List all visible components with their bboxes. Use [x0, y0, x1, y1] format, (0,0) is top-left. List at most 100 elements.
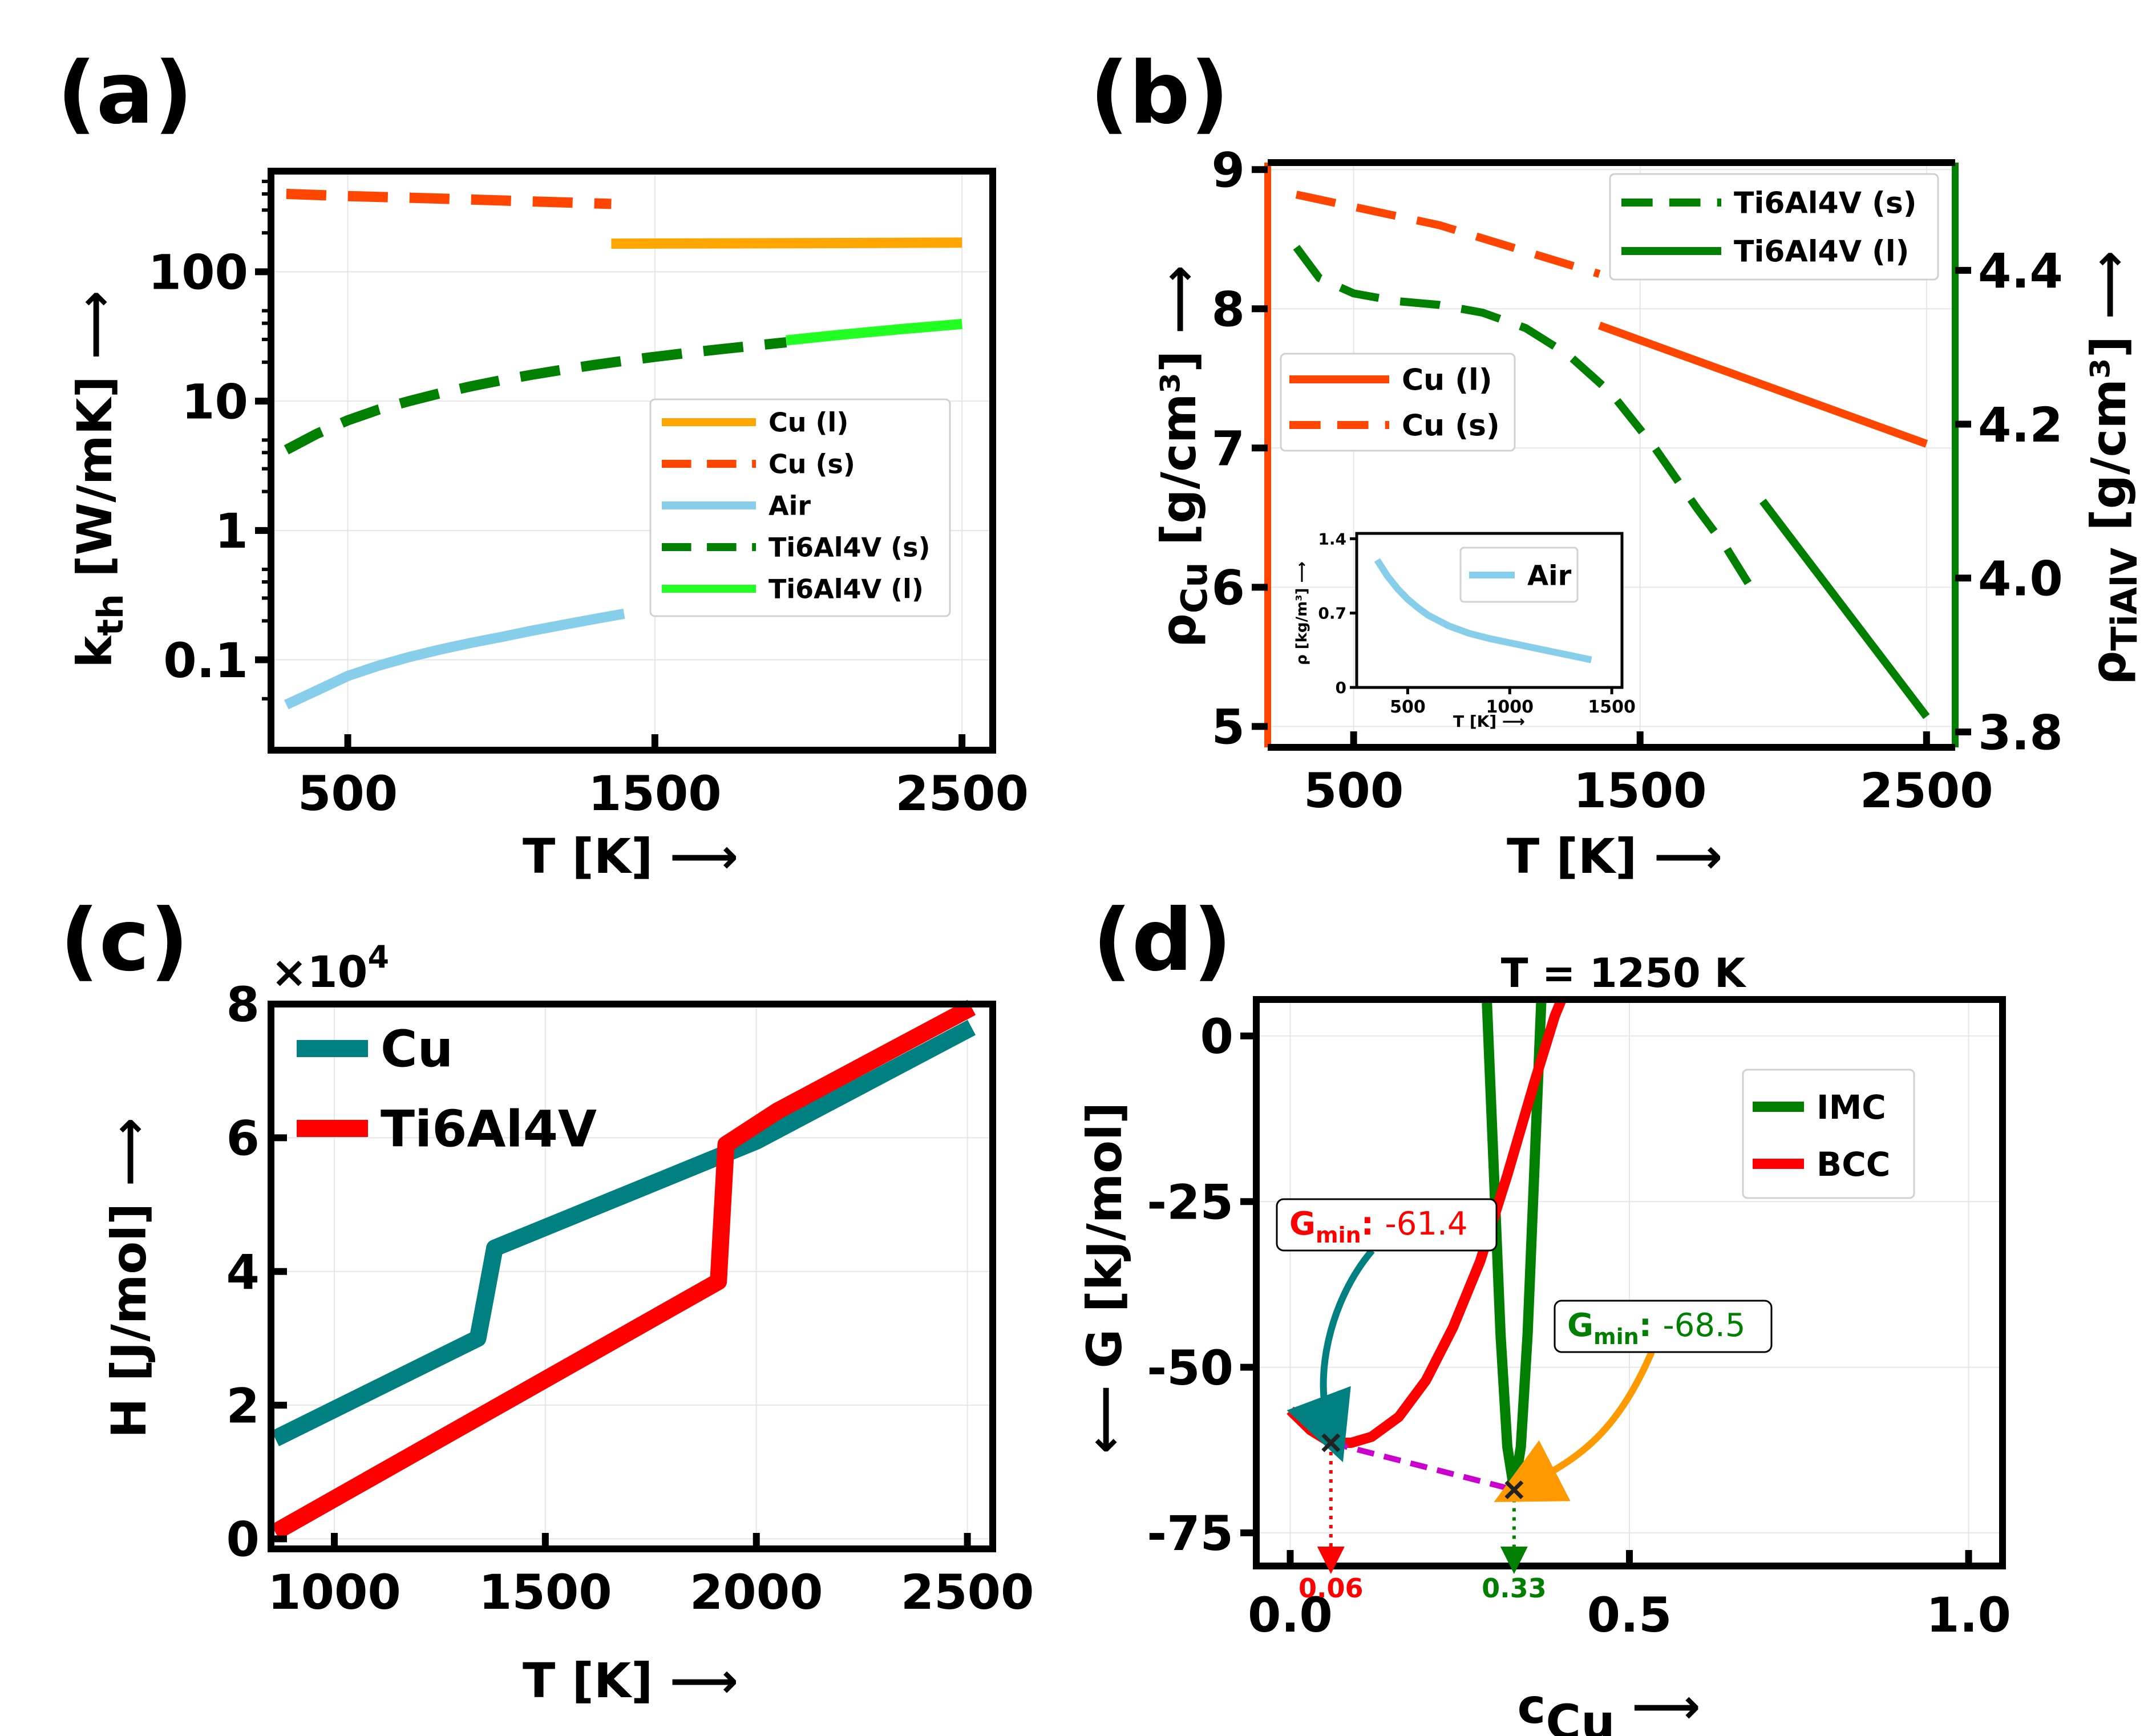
panel-d-annotation-1: Gmin: -68.5 [1567, 1307, 1745, 1349]
panel-a-legend-3-label: Ti6Al4V (s) [768, 532, 931, 563]
panel-b-legend-right-1-label: Ti6Al4V (l) [1734, 235, 1909, 269]
panel-a-series-4 [786, 318, 962, 346]
panel-b-inset-xtick-label: 1500 [1588, 697, 1636, 717]
panel-b-left-series-0 [1598, 321, 1928, 448]
panel-d-ytick-label: -50 [1147, 1340, 1233, 1396]
panel-b-legend-left-0-label: Cu (l) [1402, 363, 1492, 398]
panel-d-annotation-0: Gmin: -61.4 [1289, 1205, 1467, 1248]
panel-b-density: 500 1500 2500 5 6 7 8 9 3.8 4.0 4.2 4.4 T [K] ⟶ ρCu… [1151, 142, 2145, 884]
panel-b-legend-right: Ti6Al4V (s) Ti6Al4V (l) [1609, 173, 1939, 281]
panel-a-xlabel: T [K] ⟶ [523, 828, 738, 884]
panel-b-right-ytick-label: 4.2 [1978, 397, 2063, 453]
panel-d-minimum-marker-0 [1321, 1433, 1341, 1452]
panel-b-inset-xtick-label: 500 [1390, 697, 1426, 717]
panel-b-right-ytick-label: 4.0 [1978, 551, 2063, 607]
panel-c-frame [268, 1001, 996, 1552]
panel-b-xtick-label: 1500 [1573, 763, 1707, 819]
panel-b-inset-legend: Air [1459, 547, 1579, 603]
panel-c-ytick-label: 6 [226, 1111, 260, 1167]
panel-d-ytick-label: -25 [1147, 1174, 1233, 1230]
panel-c-ytick-label: 2 [226, 1378, 260, 1434]
panel-c-ytick-label: 4 [226, 1244, 260, 1300]
panel-c-enthalpy: 1000 1500 2000 2500 0 2 4 6 8 ×104 T [K] ⟶ H [J/… [101, 939, 1034, 1709]
panel-b-inset-ytick-label: 0 [1336, 678, 1346, 697]
panel-a-frame [268, 168, 996, 754]
panel-d-xtick-label: 0.0 [1248, 1587, 1333, 1643]
panel-d-legend-1-label: BCC [1817, 1145, 1890, 1184]
panel-b-ylabel: ρCu [g/cm³] ⟶ [1151, 265, 1215, 648]
panel-d-annotation-box-1 [1554, 1300, 1773, 1353]
panel-b-right-series-0 [1293, 245, 1758, 596]
panel-b-right-ytick-label: 4.4 [1978, 243, 2063, 299]
panel-c-xlabel: T [K] ⟶ [523, 1653, 738, 1709]
panel-d-gibbs-energy: 0.0 0.5 1.0 0 -25 -50 -75 T = 1250 K cCu ⟶ ⟵ G… [1077, 950, 2011, 1736]
panel-a-series-0 [611, 237, 962, 249]
panel-c-xtick-label: 2000 [690, 1564, 823, 1620]
panel-a-xtick-label: 500 [298, 766, 398, 822]
panel-letter-b: (b) [1090, 44, 1229, 143]
panel-b-inset-air-density: 500 1000 1500 0 0.7 1.4 T [K] ⟶ ρ [kg/m³] ⟶ A… [1293, 529, 1636, 731]
panel-d-xtick-label: 1.0 [1926, 1587, 2011, 1643]
panel-a-thermal-conductivity: 500 1500 2500 0.1 1 10 100 T [K] ⟶ kth [W/mK] … [67, 168, 1029, 884]
panel-d-annotation-arrow-1 [1494, 1350, 1655, 1502]
panel-b-right-ytick-label: 3.8 [1978, 705, 2063, 760]
panel-b-inset-ytick-label: 0.7 [1318, 604, 1346, 623]
panel-b-inset-ylabel: ρ [kg/m³] ⟶ [1293, 561, 1310, 665]
panel-a-ytick-label: 0.1 [163, 633, 248, 689]
panel-b-left-series-1 [1295, 191, 1601, 278]
panel-a-legend-1-label: Cu (s) [768, 449, 855, 480]
panel-b-inset-xlabel: T [K] ⟶ [1453, 712, 1525, 731]
panel-b-xlabel: T [K] ⟶ [1507, 828, 1722, 884]
panel-b-xtick-label: 2500 [1860, 763, 1993, 819]
panel-b-xtick-label: 500 [1304, 763, 1403, 819]
panel-a-xtick-label: 1500 [588, 766, 722, 822]
panel-c-xtick-label: 2500 [901, 1564, 1034, 1620]
panel-d-legend-0-label: IMC [1817, 1088, 1886, 1127]
panel-d-ytick-label: 0 [1200, 1009, 1233, 1065]
panel-a-legend: Cu (l) Cu (s) Air Ti6Al4V (s) Ti6Al4V (l) [649, 398, 951, 617]
panel-c-series-0 [271, 1019, 976, 1447]
panel-b-legend-right-0-label: Ti6Al4V (s) [1734, 187, 1917, 221]
panel-d-legend: IMC BCC [1742, 1069, 1915, 1199]
panel-b-ytick-label: 6 [1212, 560, 1245, 616]
panel-a-series-3 [284, 337, 787, 455]
panel-b-legend-left-1-label: Cu (s) [1402, 409, 1500, 443]
panel-c-series-1 [271, 999, 976, 1540]
panel-letter-a: (a) [57, 44, 193, 143]
panel-c-xtick-label: 1000 [268, 1564, 401, 1620]
panel-d-common-tangent [1330, 1440, 1515, 1493]
panel-letter-d: (d) [1093, 891, 1232, 990]
panel-a-series-1 [286, 188, 612, 209]
panel-c-ytick-label: 8 [226, 977, 260, 1033]
panel-letter-c: (c) [60, 891, 189, 990]
panel-a-legend-0-label: Cu (l) [768, 407, 848, 438]
panel-a-legend-4-label: Ti6Al4V (l) [768, 574, 924, 605]
panel-b-ytick-label: 5 [1212, 699, 1245, 755]
panel-a-series-2 [284, 608, 625, 710]
panel-b-y2label: ρTiAlV [g/cm³] ⟶ [2081, 250, 2145, 685]
panel-d-ylabel: ⟵ G [kJ/mol] [1077, 1102, 1132, 1454]
panel-d-xtick-label: 0.5 [1587, 1587, 1672, 1643]
panel-b-ytick-label: 9 [1212, 142, 1245, 198]
panel-d-drop-label-1: 0.33 [1482, 1573, 1547, 1604]
panel-b-inset-xtick-label: 1000 [1486, 697, 1534, 717]
panel-b-ytick-label: 7 [1212, 421, 1245, 477]
panel-b-inset-ytick-label: 1.4 [1318, 529, 1346, 548]
panel-c-xtick-label: 1500 [479, 1564, 612, 1620]
panel-d-annotation-box-0 [1276, 1198, 1498, 1252]
panel-b-legend-left: Cu (l) Cu (s) [1280, 353, 1516, 452]
panel-a-ytick-label: 10 [181, 374, 248, 430]
panel-c-multiplier: ×104 [271, 939, 389, 997]
panel-d-xlabel: cCu ⟶ [1518, 1678, 1701, 1736]
panel-d-annotation-arrow-0 [1287, 1248, 1375, 1463]
panel-d-minimum-marker-1 [1504, 1480, 1524, 1499]
panel-a-legend-2-label: Air [768, 491, 811, 521]
panel-d-ytick-label: -75 [1147, 1506, 1233, 1561]
panel-c-legend-1-label: Ti6Al4V [381, 1100, 597, 1159]
panel-b-inset-series-0 [1374, 558, 1592, 663]
panel-b-ytick-label: 8 [1212, 281, 1245, 337]
panel-c-legend-0-label: Cu [381, 1020, 453, 1079]
panel-c-ytick-label: 0 [226, 1512, 260, 1568]
panel-d-drop-label-0: 0.06 [1299, 1573, 1364, 1604]
